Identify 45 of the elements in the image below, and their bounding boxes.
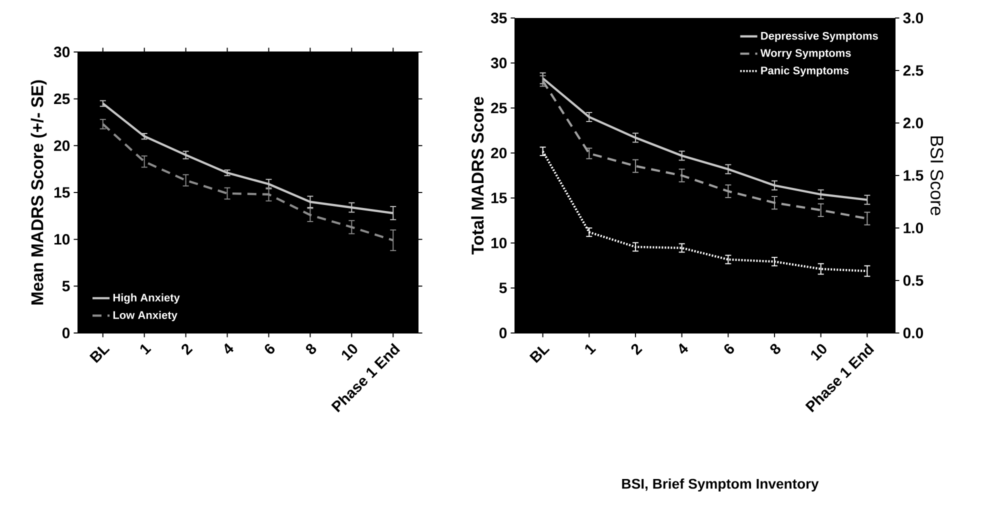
x-tick-label: 6 bbox=[264, 344, 275, 354]
y-tick-label: 30 bbox=[490, 58, 507, 68]
y-axis-title: Mean MADRS Score (+/- SE) bbox=[30, 80, 47, 304]
y2-tick-label: 0.5 bbox=[903, 275, 924, 286]
y-tick-label: 10 bbox=[491, 238, 507, 248]
y-tick-label: 35 bbox=[490, 12, 507, 24]
x-tick-label: BL bbox=[89, 346, 110, 363]
x-tick-label: 4 bbox=[224, 343, 234, 354]
x-tick-label: 1 bbox=[585, 344, 596, 355]
y-tick-label: 30 bbox=[54, 46, 70, 58]
x-tick-label: 10 bbox=[342, 344, 358, 361]
y-tick-label: 25 bbox=[54, 94, 70, 104]
x-tick-label: 8 bbox=[770, 344, 780, 354]
y-tick-label: 10 bbox=[54, 234, 70, 245]
y-tick-label: 25 bbox=[491, 102, 507, 114]
x-tick-label: 2 bbox=[182, 344, 193, 356]
text: BSI, Brief Symptom Inventory bbox=[622, 478, 819, 492]
y-axis-title: Total MADRS Score bbox=[471, 96, 484, 254]
y2-tick-label: 3.0 bbox=[903, 12, 924, 24]
y-tick-label: 5 bbox=[62, 280, 70, 292]
y-tick-label: 15 bbox=[54, 187, 70, 198]
y2-tick-label: 1.5 bbox=[904, 170, 924, 181]
y2-tick-label: 2.0 bbox=[903, 118, 924, 128]
legend-label: Worry Symptoms bbox=[760, 49, 851, 60]
x-tick-label: 4 bbox=[679, 343, 688, 354]
y-tick-label: 20 bbox=[491, 148, 507, 158]
y-tick-label: 15 bbox=[491, 192, 507, 204]
y-tick-label: 0 bbox=[62, 328, 70, 338]
legend-label: Low Anxiety bbox=[113, 310, 178, 322]
legend-label: Depressive Symptoms bbox=[761, 32, 878, 42]
y2-tick-label: 0.0 bbox=[903, 328, 924, 338]
y-tick-label: 20 bbox=[54, 140, 70, 151]
legend-label: Panic Symptoms bbox=[761, 66, 849, 77]
legend-label: High Anxiety bbox=[113, 293, 180, 304]
x-tick-label: 10 bbox=[811, 344, 826, 361]
x-tick-label: 8 bbox=[306, 344, 316, 354]
x-tick-label: 1 bbox=[140, 344, 152, 355]
x-tick-label: BL bbox=[529, 346, 550, 363]
y2-axis-title: BSI Score bbox=[930, 136, 944, 216]
y-tick-label: 5 bbox=[499, 282, 507, 294]
x-tick-label: 2 bbox=[631, 344, 642, 356]
y2-tick-label: 1.0 bbox=[904, 222, 924, 234]
y2-tick-label: 2.5 bbox=[903, 65, 924, 76]
x-tick-label: 6 bbox=[724, 344, 734, 354]
y-tick-label: 0 bbox=[499, 328, 507, 338]
